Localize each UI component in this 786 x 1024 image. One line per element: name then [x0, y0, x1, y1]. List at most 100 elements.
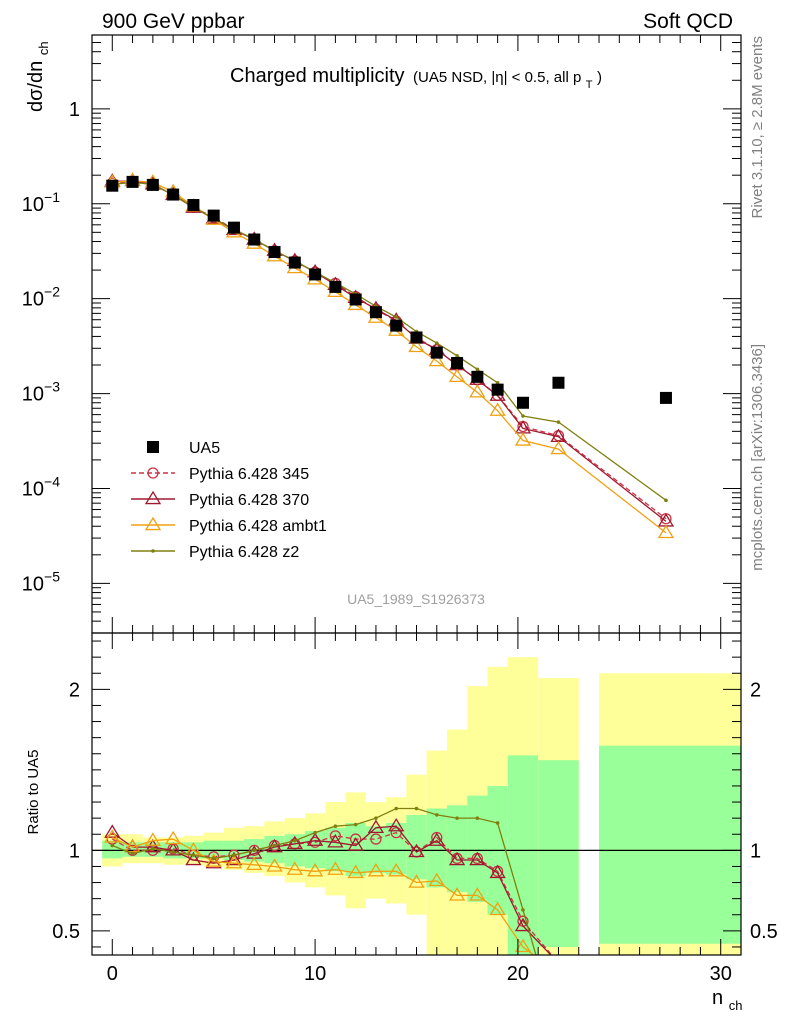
mcplots-label: mcplots.cern.ch [arXiv:1306.3436]	[749, 344, 766, 571]
ratio-1-point	[104, 824, 121, 838]
ratio-1-point	[367, 819, 385, 834]
ratio-3-point	[130, 851, 135, 856]
ratio-3-point	[353, 822, 358, 827]
x-tick-label: 0	[107, 963, 118, 985]
data-point	[491, 383, 504, 396]
data-point	[167, 188, 180, 201]
ratio-2-point	[489, 901, 506, 916]
ratio-1-point	[469, 851, 486, 866]
ratio-2-point	[104, 829, 121, 843]
ratio-3-point	[272, 843, 277, 848]
ratio-3-point	[232, 853, 236, 857]
header-left: 900 GeV ppbar	[102, 10, 244, 33]
ratio-axes: 0 10 20 30 0.5 0.5 1 1 2 2	[52, 633, 778, 985]
ratio-3-point	[151, 846, 155, 851]
data-point	[227, 221, 240, 234]
series-3-point	[556, 420, 561, 424]
ratio-y-tick-label-right: 1	[750, 840, 761, 862]
chart-subtitle-sub: T	[586, 79, 593, 91]
ratio-1-point	[185, 851, 202, 866]
ratio-2-point	[428, 872, 445, 887]
ratio-2-point	[266, 858, 283, 872]
y-tick-label: 10−1	[22, 189, 60, 216]
y-tick-label: 1	[69, 99, 80, 121]
ratio-1-point	[164, 842, 182, 856]
ratio-2-point	[225, 854, 243, 869]
main-marks	[104, 172, 675, 539]
ratio-2-point	[408, 874, 425, 888]
ratio-2-point	[514, 938, 532, 953]
ratio-marks	[104, 806, 553, 955]
ratio-3-point	[110, 843, 115, 848]
ratio-2-point	[246, 856, 263, 871]
data-point	[659, 391, 672, 404]
ratio-0-point	[370, 833, 382, 845]
y-tick-label: 10−4	[22, 473, 60, 500]
header-right: Soft QCD	[643, 10, 733, 33]
x-tick-label: 30	[710, 963, 732, 985]
ratio-2-point	[205, 853, 222, 867]
ratio-panel: 0 10 20 30 0.5 0.5 1 1 2 2 Ratio to UA5 n ch	[25, 632, 778, 1013]
ratio-1-point	[225, 851, 243, 866]
legend-marker-data	[147, 441, 159, 453]
series-2-point	[469, 384, 486, 398]
ratio-1-point	[306, 832, 324, 846]
legend-label-1: Pythia 6.428 370	[189, 492, 309, 509]
series-3-point	[521, 414, 525, 418]
ratio-1-point	[286, 835, 303, 850]
data-point	[430, 346, 443, 359]
y-axis-label-sub: ch	[36, 41, 51, 55]
uncertainty-band-inner	[446, 805, 468, 893]
ratio-y-tick-label-right: 2	[750, 679, 761, 701]
x-axis-label: n ch	[712, 987, 742, 1013]
chart-subtitle: (UA5 NSD, |η| < 0.5, all p	[413, 69, 581, 86]
y-axis-label-main: dσ/dn	[25, 61, 47, 112]
ratio-2-point	[306, 863, 324, 877]
ratio-3-point	[252, 848, 257, 853]
ratio-2-point	[144, 832, 161, 846]
ratio-2-point	[164, 830, 182, 845]
data-point	[390, 319, 403, 332]
data-point	[187, 199, 200, 212]
x-axis-label-main: n	[712, 987, 723, 1009]
data-point	[451, 356, 464, 369]
legend-label-3: Pythia 6.428 z2	[189, 544, 299, 561]
data-point	[329, 280, 342, 293]
uncertainty-band-inner	[386, 822, 407, 875]
ratio-3-point	[211, 856, 216, 861]
series-2-point	[408, 338, 425, 353]
x-axis-label-sub: ch	[729, 998, 743, 1013]
uncertainty-band-inner	[304, 831, 326, 869]
data-point	[309, 268, 322, 281]
series-3-point	[664, 498, 668, 503]
ratio-3-point	[394, 806, 399, 811]
chart-subtitle-end: )	[597, 69, 602, 86]
ratio-3-point	[414, 806, 419, 811]
ratio-3-point	[171, 850, 175, 854]
uncertainty-band-inner	[467, 795, 488, 902]
ratio-line-0	[111, 831, 553, 955]
ratio-0-point	[350, 833, 362, 845]
chart-title-main: Charged multiplicity	[230, 65, 405, 87]
ratio-y-label: Ratio to UA5	[25, 749, 42, 834]
ratio-2-point	[347, 864, 364, 879]
ratio-3-point	[313, 830, 317, 835]
series-3-point	[475, 367, 480, 372]
y-tick-label: 10−5	[22, 568, 60, 595]
series-2-point	[514, 432, 532, 446]
y-tick-label: 10−3	[22, 379, 60, 406]
data-point	[126, 175, 139, 188]
legend-marker-2	[144, 516, 162, 531]
chart-title: Charged multiplicity (UA5 NSD, |η| < 0.5…	[230, 65, 602, 92]
series-2-point	[657, 524, 675, 539]
ratio-2-point	[448, 887, 466, 901]
uncertainty-band-inner	[599, 745, 741, 944]
data-point	[552, 376, 565, 389]
uncertainty-band-inner	[264, 835, 285, 864]
ratio-1-point	[448, 851, 466, 866]
series-2-point	[428, 352, 445, 367]
data-point	[207, 209, 220, 222]
uncertainty-band-inner	[538, 760, 579, 947]
data-point	[349, 293, 362, 306]
